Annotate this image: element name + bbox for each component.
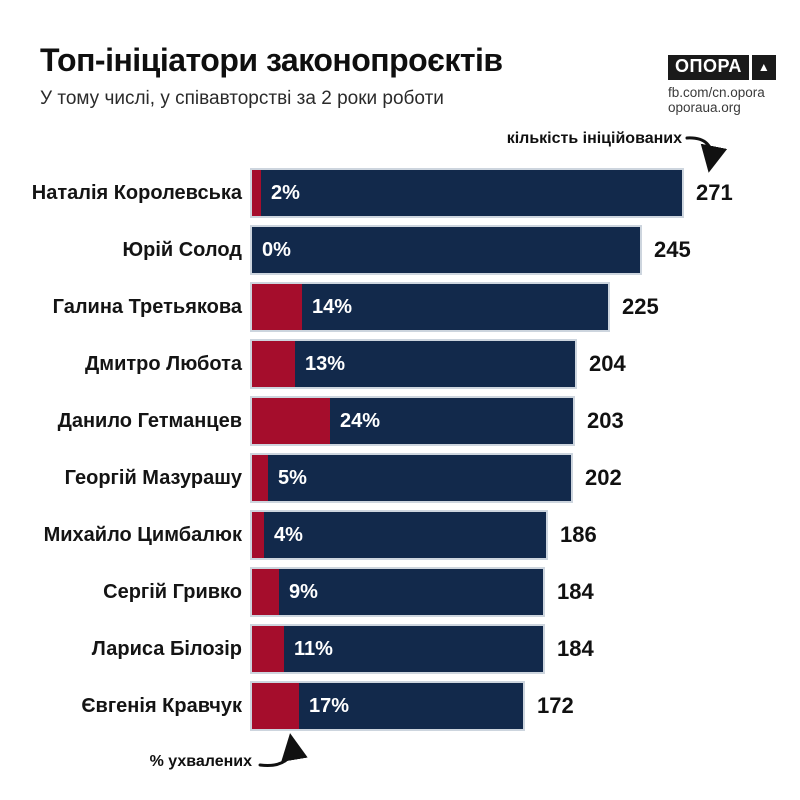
category-label: Георгій Мазурашу — [64, 467, 242, 489]
annotation-initiated: кількість ініційованих — [506, 130, 682, 147]
approved-segment — [252, 398, 330, 444]
value-label: 184 — [557, 636, 594, 661]
approved-segment — [252, 569, 279, 615]
logo-wordmark: ОПОРА — [668, 55, 749, 80]
chart-row: Галина Третьякова 14% 225 — [0, 282, 800, 332]
bar-area: 9% 184 — [250, 567, 800, 617]
percent-label: 2% — [271, 182, 300, 204]
category-label: Наталія Королевська — [31, 182, 242, 204]
chart-row: Наталія Королевська 2% 271 — [0, 168, 800, 218]
percent-label: 17% — [309, 695, 350, 717]
value-label: 203 — [587, 408, 624, 433]
bar-area: 17% 172 — [250, 681, 800, 731]
arrow-to-percent — [258, 733, 308, 767]
annotation-approved: % ухвалених — [149, 753, 252, 770]
bar-area: 24% 203 — [250, 396, 800, 446]
percent-label: 13% — [305, 353, 346, 375]
category-label: Дмитро Любота — [85, 353, 242, 375]
value-label: 271 — [696, 180, 733, 205]
initiated-bar: 24% — [250, 396, 575, 446]
bar-area: 5% 202 — [250, 453, 800, 503]
approved-segment — [252, 284, 302, 330]
opora-logo: ОПОРА ▲ fb.com/cn.opora oporaua.org — [668, 55, 776, 116]
initiated-bar: 14% — [250, 282, 610, 332]
bar-area: 11% 184 — [250, 624, 800, 674]
approved-segment — [252, 626, 284, 672]
approved-segment — [252, 341, 295, 387]
percent-label: 4% — [274, 524, 303, 546]
triangle-icon: ▲ — [751, 55, 776, 80]
approved-segment — [252, 170, 261, 216]
initiated-bar: 2% — [250, 168, 684, 218]
chart-row: Лариса Білозір 11% 184 — [0, 624, 800, 674]
logo-website-url: oporaua.org — [668, 100, 741, 116]
value-label: 204 — [589, 351, 626, 376]
page-title: Топ-ініціатори законопроєктів — [40, 42, 503, 78]
category-label: Сергій Гривко — [103, 581, 242, 603]
chart-row: Дмитро Любота 13% 204 — [0, 339, 800, 389]
category-label: Євгенія Кравчук — [81, 695, 242, 717]
bar-area: 4% 186 — [250, 510, 800, 560]
percent-label: 24% — [340, 410, 381, 432]
value-label: 202 — [585, 465, 622, 490]
approved-segment — [252, 683, 299, 729]
initiated-bar: 11% — [250, 624, 545, 674]
chart-row: Михайло Цимбалюк 4% 186 — [0, 510, 800, 560]
bar-chart: Наталія Королевська 2% 271 Юрій Солод 0% 245 Г… — [0, 168, 800, 738]
value-label: 184 — [557, 579, 594, 604]
value-label: 225 — [622, 294, 659, 319]
chart-row: Данило Гетманцев 24% 203 — [0, 396, 800, 446]
value-label: 172 — [537, 693, 574, 718]
chart-row: Юрій Солод 0% 245 — [0, 225, 800, 275]
initiated-bar: 5% — [250, 453, 573, 503]
chart-row: Сергій Гривко 9% 184 — [0, 567, 800, 617]
bar-area: 13% 204 — [250, 339, 800, 389]
category-label: Данило Гетманцев — [57, 410, 242, 432]
logo-facebook-url: fb.com/cn.opora — [668, 84, 765, 100]
bar-area: 14% 225 — [250, 282, 800, 332]
initiated-bar: 17% — [250, 681, 525, 731]
category-label: Юрій Солод — [122, 239, 242, 261]
arrow-to-count — [685, 136, 728, 173]
category-label: Галина Третьякова — [52, 296, 242, 318]
bar-area: 2% 271 — [250, 168, 800, 218]
initiated-bar: 9% — [250, 567, 545, 617]
percent-label: 14% — [312, 296, 353, 318]
value-label: 245 — [654, 237, 691, 262]
approved-segment — [252, 455, 268, 501]
percent-label: 0% — [262, 239, 291, 261]
approved-segment — [252, 512, 264, 558]
bar-area: 0% 245 — [250, 225, 800, 275]
percent-label: 11% — [294, 638, 333, 660]
value-label: 186 — [560, 522, 597, 547]
category-label: Михайло Цимбалюк — [43, 524, 242, 546]
category-label: Лариса Білозір — [91, 638, 242, 660]
initiated-bar: 0% — [250, 225, 642, 275]
initiated-bar: 13% — [250, 339, 577, 389]
percent-label: 9% — [289, 581, 318, 603]
initiated-bar: 4% — [250, 510, 548, 560]
chart-row: Євгенія Кравчук 17% 172 — [0, 681, 800, 731]
percent-label: 5% — [278, 467, 307, 489]
chart-row: Георгій Мазурашу 5% 202 — [0, 453, 800, 503]
page-subtitle: У тому числі, у співавторстві за 2 роки … — [40, 88, 444, 109]
